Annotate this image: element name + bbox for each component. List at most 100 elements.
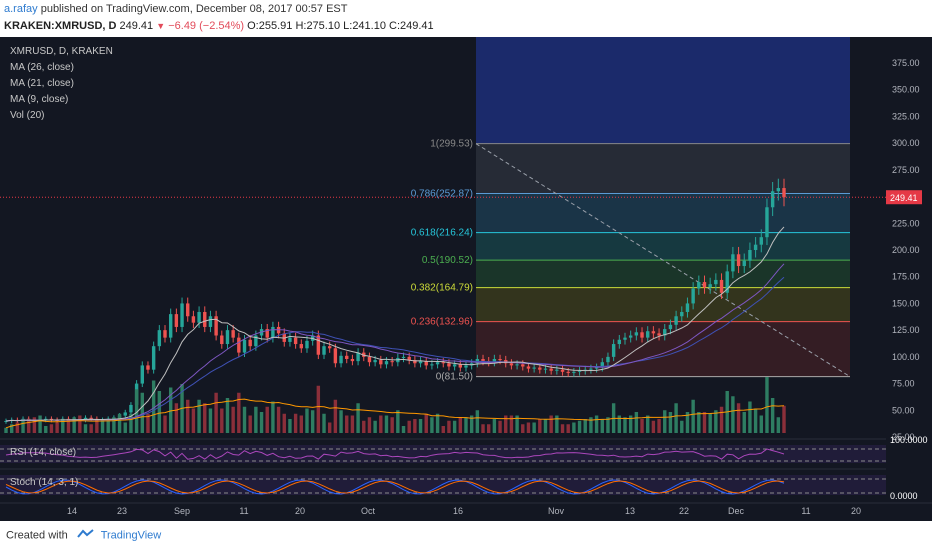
volume-bar [117, 413, 122, 433]
fib-top-zone [476, 37, 850, 144]
price-chart[interactable]: 375.00350.00325.00300.00275.00250.00225.… [0, 37, 932, 521]
candle [736, 254, 741, 267]
candle [214, 316, 218, 336]
volume-bar [748, 401, 752, 433]
volume-bar [458, 417, 463, 433]
volume-ma-line [5, 398, 785, 429]
volume-bar [435, 413, 440, 433]
price-tick-label: 200.00 [892, 245, 920, 255]
candle [560, 369, 565, 372]
chart-area[interactable]: 375.00350.00325.00300.00275.00250.00225.… [0, 37, 932, 521]
volume-bar [265, 406, 269, 433]
volume-bar [486, 424, 491, 433]
fib-zone-0.618 [476, 232, 850, 261]
volume-bar [674, 403, 678, 433]
candle [373, 360, 377, 363]
fib-label-0.236: 0.236(132.96) [411, 317, 473, 328]
footer-brand[interactable]: TradingView [100, 529, 162, 542]
volume-bar [566, 424, 570, 433]
fib-label-0.786: 0.786(252.87) [411, 189, 473, 200]
candle [555, 369, 559, 371]
volume-bar [634, 412, 639, 433]
candle [731, 254, 735, 272]
candle [350, 359, 355, 362]
candle [566, 371, 570, 373]
down-arrow-icon: ▼ [156, 21, 166, 31]
volume-bar [140, 392, 144, 433]
candle [384, 361, 389, 365]
candle [129, 404, 133, 413]
rsi-scale-label: 100.0000 [890, 435, 928, 445]
volume-bar [538, 419, 542, 433]
candle [657, 333, 661, 336]
volume-bar [248, 415, 252, 433]
candle [714, 279, 718, 285]
volume-bar [452, 420, 457, 433]
volume-bar [203, 403, 207, 433]
candle [123, 412, 127, 416]
volume-bar [38, 415, 42, 433]
price-tick-label: 275.00 [892, 165, 920, 175]
author-link[interactable]: a.rafay [4, 3, 38, 15]
ma9-line [5, 226, 785, 422]
candle [447, 363, 451, 367]
time-tick-label: 11 [801, 506, 810, 516]
candle [367, 356, 372, 363]
volume-bar [731, 396, 735, 433]
symbol-name: KRAKEN:XMRUSD, D [4, 20, 117, 32]
volume-bar [32, 417, 37, 433]
candle [651, 331, 656, 334]
volume-bar [4, 427, 8, 433]
candle [418, 361, 423, 364]
candle [89, 417, 93, 419]
volume-bar [589, 417, 593, 433]
candle [634, 332, 639, 336]
price-tick-label: 375.00 [892, 58, 920, 68]
time-tick-label: Sep [174, 506, 190, 516]
time-tick-label: 14 [67, 506, 77, 516]
volume-bar [668, 412, 673, 433]
volume-bar [305, 408, 309, 433]
price-change: −6.49 (−2.54%) [168, 20, 245, 32]
volume-bar [753, 408, 758, 433]
candle [299, 344, 304, 349]
symbol-line: KRAKEN:XMRUSD, D 249.41 ▼ −6.49 (−2.54%)… [4, 20, 434, 32]
candle [163, 330, 167, 338]
candle [401, 356, 406, 358]
candle [515, 364, 519, 366]
price-tick-label: 225.00 [892, 218, 920, 228]
ma21-line [5, 263, 785, 422]
fib-trendline [475, 143, 851, 378]
volume-bar [407, 420, 411, 433]
volume-bar [106, 419, 110, 433]
candle [413, 360, 417, 364]
candle [140, 365, 144, 384]
volume-bar [242, 406, 247, 433]
volume-bar [44, 426, 48, 433]
candle [464, 365, 468, 368]
last-price-tag-label: 249.41 [890, 193, 918, 203]
volume-bar [475, 410, 480, 433]
price-tick-label: 100.00 [892, 352, 920, 362]
volume-group [4, 377, 786, 433]
candle [458, 364, 463, 368]
candle [617, 339, 622, 345]
volume-bar [27, 419, 31, 433]
price-tick-label: 175.00 [892, 272, 920, 282]
candle [691, 288, 695, 304]
volume-bar [628, 415, 633, 433]
price-tick-label: 325.00 [892, 111, 920, 121]
volume-bar [316, 385, 321, 433]
candle [759, 237, 763, 245]
fib-zone-0.236 [476, 321, 850, 377]
volume-bar [345, 415, 349, 433]
candle [623, 337, 627, 340]
volume-bar [231, 406, 235, 433]
candle [668, 324, 673, 330]
candle [611, 344, 616, 357]
candle [146, 365, 150, 370]
candle [231, 330, 235, 338]
volume-bar [776, 417, 781, 433]
candle [538, 367, 542, 370]
publish-line: a.rafay published on TradingView.com, De… [4, 3, 347, 15]
